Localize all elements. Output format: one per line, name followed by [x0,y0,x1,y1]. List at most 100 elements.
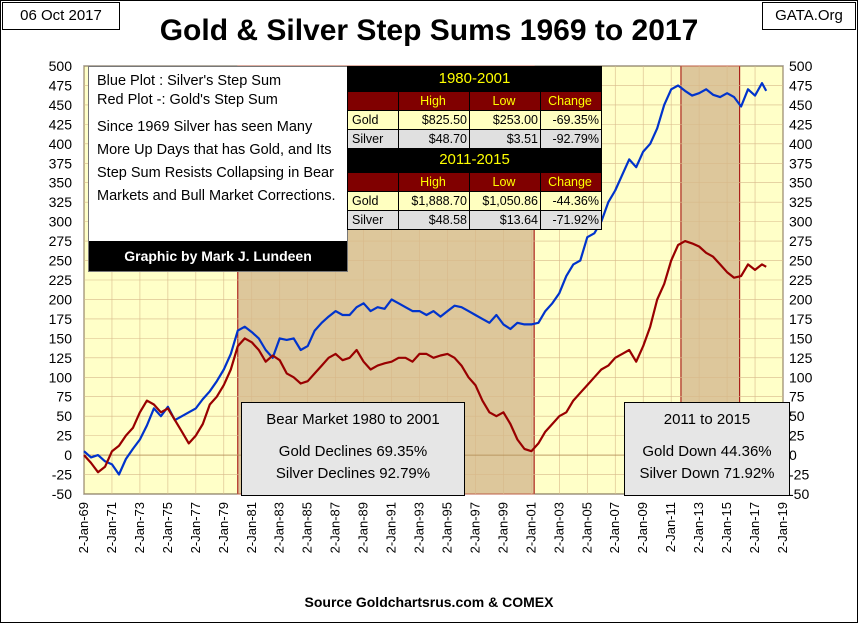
table-cell: $825.50 [398,111,469,129]
site-label: GATA.Org [762,2,856,30]
x-tick-label: 2-Jan-19 [775,502,790,553]
y-tick-label: 25 [789,428,805,444]
y-tick-label: 475 [49,77,73,93]
y-tick-label: 100 [49,369,73,385]
y-tick-label: 75 [789,389,805,405]
x-tick-label: 2-Jan-69 [76,502,91,553]
y-tick-label: 50 [789,408,805,424]
x-tick-label: 2-Jan-09 [635,502,650,553]
x-tick-label: 2-Jan-03 [551,502,566,553]
table-header-cell: Change [540,92,601,110]
table-row: Silver $48.70 $3.51 -92.79% [348,129,601,148]
table-cell: $1,888.70 [398,192,469,210]
table-cell: Gold [352,113,379,127]
table-header-row: High Low Change [348,91,601,110]
y-tick-label: 150 [789,330,813,346]
source-note: Source Goldchartsrus.com & COMEX [304,594,554,610]
y-tick-label: 0 [64,447,72,463]
table-cell: $13.64 [469,211,540,229]
annotation-title: 2011 to 2015 [663,411,751,428]
y-tick-label: 150 [49,330,73,346]
x-tick-label: 2-Jan-85 [300,502,315,553]
y-tick-label: 450 [789,97,813,113]
y-tick-label: 375 [789,155,813,171]
table-header-cell: High [398,173,469,191]
table-cell: $253.00 [469,111,540,129]
x-tick-label: 2-Jan-79 [216,502,231,553]
y-tick-label: 400 [49,136,73,152]
y-tick-label: 125 [49,350,73,366]
y-tick-label: 0 [789,447,797,463]
y-tick-label: 450 [49,97,73,113]
annotation-line: Silver Down 71.92% [639,465,775,482]
table-header-cell: Low [469,173,540,191]
table-cell: $48.58 [398,211,469,229]
y-tick-label: 200 [789,291,813,307]
y-tick-label: 300 [49,214,73,230]
y-tick-label: -50 [52,486,72,502]
x-tick-label: 2-Jan-13 [691,502,706,553]
y-tick-label: 300 [789,214,813,230]
y-tick-label: 425 [49,116,73,132]
y-tick-label: 200 [49,291,73,307]
x-tick-label: 2-Jan-73 [132,502,147,553]
table-header-cell [348,92,398,110]
x-tick-label: 2-Jan-97 [467,502,482,553]
y-tick-label: 175 [49,311,73,327]
annotation-line: Silver Declines 92.79% [275,465,431,482]
table-cell: Silver [352,132,384,146]
x-tick-label: 2-Jan-83 [272,502,287,553]
table-cell: Silver [352,213,384,227]
x-tick-label: 2-Jan-81 [244,502,259,553]
legend-note: Blue Plot : Silver's Step Sum Red Plot -… [88,66,348,272]
x-tick-label: 2-Jan-01 [523,502,538,553]
credit-banner: Graphic by Mark J. Lundeen [89,241,347,271]
x-tick-label: 2-Jan-11 [663,502,678,552]
y-tick-label: 350 [789,175,813,191]
x-tick-label: 2-Jan-07 [607,502,622,553]
y-tick-label: -25 [52,467,72,483]
y-tick-label: 275 [789,233,813,249]
y-tick-label: 425 [789,116,813,132]
table-header-row: High Low Change [348,172,601,191]
x-tick-label: 2-Jan-99 [495,502,510,553]
table-row: Gold $825.50 $253.00 -69.35% [348,110,601,129]
series-line-gold [83,240,767,474]
table-cell: -92.79% [540,130,601,148]
y-tick-label: 25 [56,428,72,444]
table-cell: Gold [352,194,379,208]
y-tick-label: 250 [49,253,73,269]
x-tick-label: 2-Jan-17 [747,502,762,553]
y-tick-label: -25 [789,467,809,483]
x-tick-label: 2-Jan-77 [188,502,203,553]
table-cell: $48.70 [398,130,469,148]
y-tick-label: 225 [49,272,73,288]
stats-tables: 1980-2001 High Low Change Gold $825.50 $… [347,66,602,230]
legend-silver: Blue Plot : Silver's Step Sum [97,73,282,89]
note-paragraph: Since 1969 Silver has seen Many More Up … [97,119,336,204]
y-tick-label: 75 [56,389,72,405]
x-tick-label: 2-Jan-95 [439,502,454,553]
legend-gold: Red Plot -: Gold's Step Sum [97,92,278,108]
x-tick-label: 2-Jan-91 [384,502,399,553]
y-tick-label: 50 [56,408,72,424]
y-tick-label: 325 [789,194,813,210]
table-title: 2011-2015 [348,148,601,172]
y-tick-label: 250 [789,253,813,269]
y-tick-label: 100 [789,369,813,385]
table-cell: -69.35% [540,111,601,129]
series-lines [83,81,768,476]
x-tick-label: 2-Jan-87 [328,502,343,553]
table-cell: -71.92% [540,211,601,229]
annotation-line: Gold Declines 69.35% [278,443,428,460]
table-header-cell: Change [540,173,601,191]
x-tick-label: 2-Jan-75 [160,502,175,553]
annotation-2011-2015: 2011 to 2015 Gold Down 44.36% Silver Dow… [624,402,790,496]
table-header-cell [348,173,398,191]
table-cell: $1,050.86 [469,192,540,210]
table-cell: $3.51 [469,130,540,148]
y-tick-label: 500 [49,58,73,74]
annotation-bear-market: Bear Market 1980 to 2001 Gold Declines 6… [241,402,465,496]
y-tick-label: 325 [49,194,73,210]
x-tick-label: 2-Jan-89 [356,502,371,553]
